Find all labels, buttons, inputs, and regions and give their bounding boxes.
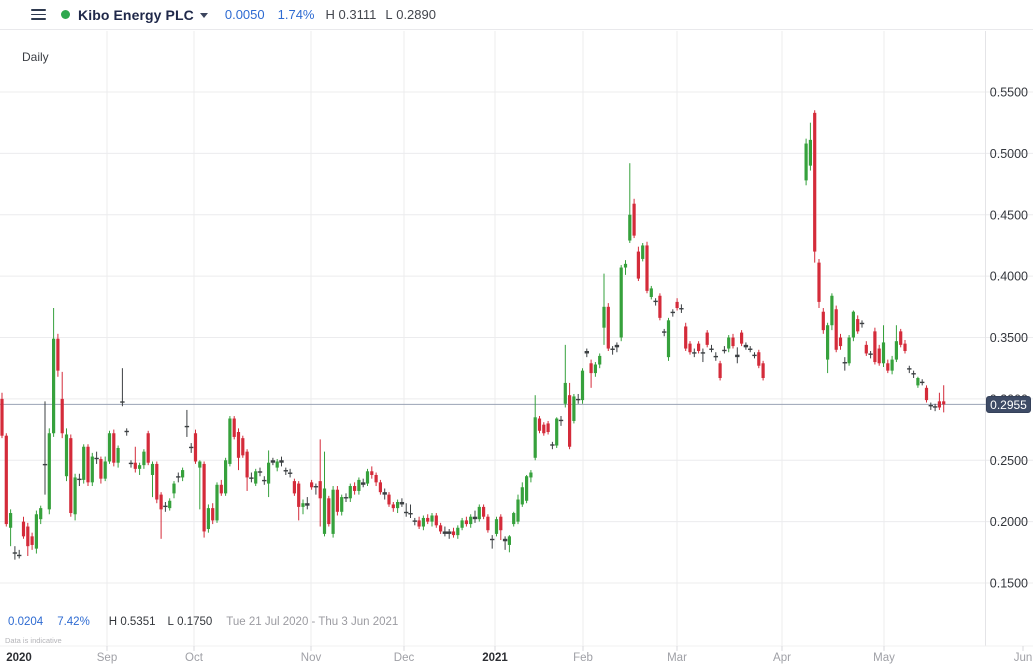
x-tick-label: Mar xyxy=(667,652,687,664)
day-change-value: 0.0050 xyxy=(224,7,265,22)
x-tick-label: Sep xyxy=(97,652,117,664)
range-high: H 0.5351 xyxy=(108,616,156,628)
x-tick-label: 2020 xyxy=(6,652,32,664)
hamburger-icon xyxy=(31,9,46,11)
chevron-down-icon xyxy=(199,13,208,18)
menu-button[interactable] xyxy=(31,9,46,20)
header-bar: Kibo Energy PLC 0.0050 1.74% H 0.3111 L … xyxy=(0,0,1033,30)
y-tick-label: 0.1500 xyxy=(990,577,1028,591)
instrument-selector[interactable]: Kibo Energy PLC xyxy=(78,7,208,23)
gridlines xyxy=(0,31,1033,651)
data-indicative-note: Data is indicative xyxy=(5,636,62,645)
y-axis-labels[interactable]: 0.55000.50000.45000.40000.35000.30000.25… xyxy=(990,86,1028,591)
candles xyxy=(0,110,946,560)
last-price-badge: 0.2955 xyxy=(986,396,1031,413)
x-tick-label: Jun xyxy=(1014,652,1033,664)
y-tick-label: 0.5000 xyxy=(990,147,1028,161)
y-tick-label: 0.4000 xyxy=(990,270,1028,284)
instrument-name: Kibo Energy PLC xyxy=(78,6,194,23)
range-change-value: 0.0204 xyxy=(8,616,44,628)
x-tick-label: May xyxy=(873,652,895,664)
interval-label: Daily xyxy=(22,50,49,64)
range-summary-bar: 0.0204 7.42% H 0.5351 L 0.1750 Tue 21 Ju… xyxy=(8,616,398,628)
y-tick-label: 0.5500 xyxy=(990,86,1028,100)
range-change-percent: 7.42% xyxy=(57,616,90,628)
x-tick-label: Nov xyxy=(301,652,322,664)
x-tick-label: 2021 xyxy=(482,652,508,664)
y-tick-label: 0.4500 xyxy=(990,208,1028,222)
date-range-label: Tue 21 Jul 2020 - Thu 3 Jun 2021 xyxy=(226,616,399,628)
x-tick-label: Oct xyxy=(185,652,204,664)
day-high: H 0.3111 xyxy=(325,7,377,22)
day-low: L 0.2890 xyxy=(385,7,436,22)
range-low: L 0.1750 xyxy=(167,616,213,628)
x-tick-label: Apr xyxy=(773,652,791,664)
x-axis-labels[interactable]: 2020 Sep Oct Nov Dec 2021 Feb Mar Apr May Jun xyxy=(6,652,1032,664)
day-change-percent: 1.74% xyxy=(277,7,315,22)
y-tick-label: 0.3500 xyxy=(990,331,1028,345)
x-tick-label: Feb xyxy=(573,652,593,664)
market-open-dot-icon xyxy=(61,10,70,19)
y-tick-label: 0.2500 xyxy=(990,454,1028,468)
y-tick-label: 0.2000 xyxy=(990,515,1028,529)
x-tick-label: Dec xyxy=(394,652,415,664)
